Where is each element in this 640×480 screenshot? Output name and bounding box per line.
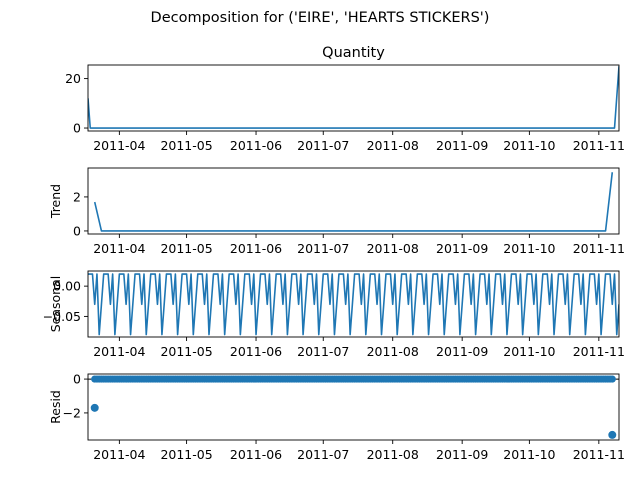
resid-outlier <box>608 430 617 439</box>
series-area <box>88 273 619 336</box>
series-area <box>93 172 614 232</box>
x-tick-label: 2011-05 <box>160 241 212 256</box>
y-tick-label: 0 <box>73 223 81 238</box>
y-axis-label: Trend <box>48 184 63 219</box>
panel-4: Resid 0 −2 2011-04 2011-05 2011-06 2011-07 2011… <box>48 372 625 462</box>
series-line <box>88 66 619 129</box>
x-tick-label: 2011-04 <box>93 241 145 256</box>
resid-points <box>91 375 616 383</box>
axes-frame <box>87 167 620 235</box>
panel-2: Trend 0 2 2011-04 2011-05 2011-06 2011-07 2011-… <box>48 167 625 256</box>
y-tick-label: 0 <box>73 121 81 136</box>
series-area <box>88 375 619 439</box>
x-tick-label: 2011-07 <box>297 447 349 462</box>
x-tick-label: 2011-07 <box>297 241 349 256</box>
resid-point <box>608 375 616 383</box>
x-tick-label: 2011-11 <box>573 241 625 256</box>
x-tick-label: 2011-06 <box>230 241 282 256</box>
x-tick-label: 2011-08 <box>367 344 419 359</box>
x-tick-label: 2011-09 <box>436 241 488 256</box>
x-tick-label: 2011-11 <box>573 447 625 462</box>
y-tick-label: 2 <box>73 189 81 204</box>
x-tick-label: 2011-05 <box>160 344 212 359</box>
x-tick-label: 2011-08 <box>367 241 419 256</box>
x-tick-label: 2011-10 <box>503 138 555 153</box>
axes-frame <box>87 64 620 132</box>
x-tick-label: 2011-08 <box>367 138 419 153</box>
axes-frame <box>87 373 620 441</box>
x-tick-label: 2011-05 <box>160 447 212 462</box>
x-tick-label: 2011-06 <box>230 344 282 359</box>
seasonal-line <box>88 273 619 336</box>
y-axis-label: Seasonal <box>48 276 63 333</box>
y-axis-label: Resid <box>48 390 63 424</box>
x-tick-label: 2011-11 <box>573 138 625 153</box>
x-tick-label: 2011-04 <box>93 138 145 153</box>
x-tick-label: 2011-09 <box>436 344 488 359</box>
x-tick-label: 2011-05 <box>160 138 212 153</box>
x-tick-label: 2011-10 <box>503 241 555 256</box>
x-tick-label: 2011-08 <box>367 447 419 462</box>
x-tick-label: 2011-09 <box>436 138 488 153</box>
series-line <box>93 172 614 232</box>
series-area <box>88 66 619 129</box>
resid-outlier <box>90 403 99 412</box>
panel-title: Quantity <box>322 45 385 61</box>
x-tick-label: 2011-09 <box>436 447 488 462</box>
x-tick-label: 2011-10 <box>503 447 555 462</box>
x-tick-label: 2011-06 <box>230 447 282 462</box>
figure-suptitle: Decomposition for ('EIRE', 'HEARTS STICK… <box>151 10 490 26</box>
y-tick-label: 0.00 <box>53 279 81 294</box>
x-tick-label: 2011-11 <box>573 344 625 359</box>
x-tick-label: 2011-10 <box>503 344 555 359</box>
x-tick-label: 2011-07 <box>297 138 349 153</box>
y-tick-label: −0.05 <box>43 309 81 324</box>
y-tick-label: 20 <box>65 71 81 86</box>
x-tick-label: 2011-06 <box>230 138 282 153</box>
x-tick-label: 2011-07 <box>297 344 349 359</box>
y-tick-label: −2 <box>63 405 81 420</box>
axes-frame <box>87 270 620 338</box>
y-tick-label: 0 <box>73 372 81 387</box>
panel-1: Quantity 0 20 2011-04 2011-05 2011-06 2011-07 2… <box>65 45 625 153</box>
x-tick-label: 2011-04 <box>93 344 145 359</box>
x-tick-label: 2011-04 <box>93 447 145 462</box>
